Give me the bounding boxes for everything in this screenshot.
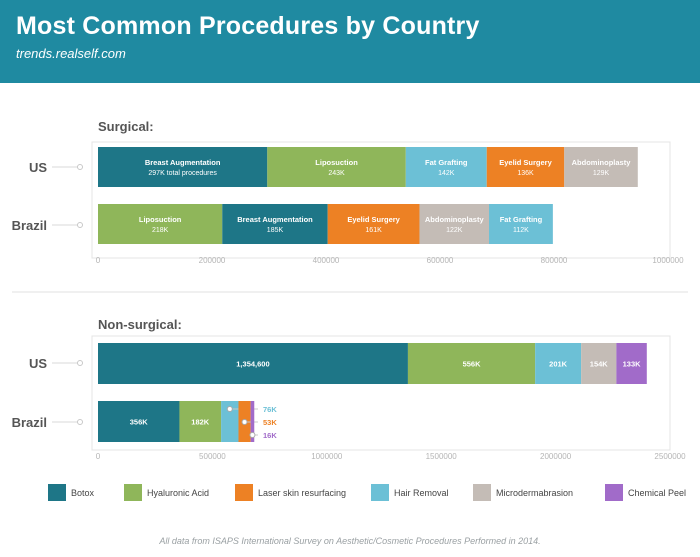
segment-name-label: Breast Augmentation <box>237 215 313 224</box>
data-label: 185K <box>267 227 284 234</box>
bar-segment <box>581 343 617 384</box>
bar-segment <box>327 204 420 244</box>
data-label: 297K total procedures <box>148 170 217 177</box>
bar-segment <box>250 401 255 442</box>
data-label: 218K <box>152 227 169 234</box>
bar-segment <box>267 147 406 187</box>
row-label-brazil: Brazil <box>12 415 47 430</box>
segment-name-label: Eyelid Surgery <box>499 158 552 167</box>
data-label: 142K <box>438 170 455 177</box>
segment-name-label: Fat Grafting <box>500 215 543 224</box>
data-label: 243K <box>328 170 345 177</box>
legend-label: Laser skin resurfacing <box>258 488 346 498</box>
header-banner: Most Common Procedures by Country trends… <box>0 0 700 83</box>
row-connector-dot <box>77 419 83 425</box>
bar-segment <box>98 204 223 244</box>
chart-title-2: Non-surgical: <box>98 317 182 332</box>
chart-panel-1 <box>91 141 671 259</box>
data-label: 356K <box>130 418 149 427</box>
chart-panel-2 <box>91 335 671 451</box>
data-label: 136K <box>517 170 534 177</box>
row-label-us: US <box>29 160 47 175</box>
x-tick-label: 200000 <box>199 256 226 265</box>
segment-name-label: Liposuction <box>315 158 358 167</box>
x-tick-label: 2500000 <box>654 452 686 461</box>
bar-segment <box>535 343 582 384</box>
segment-name-label: Fat Grafting <box>425 158 468 167</box>
bar-segment <box>407 343 536 384</box>
footer-note: All data from ISAPS International Survey… <box>159 536 541 546</box>
legend-swatch <box>605 484 623 501</box>
data-label: 154K <box>590 360 609 369</box>
bar-segment <box>221 401 239 442</box>
data-label: 53K <box>263 418 277 427</box>
source-url: trends.realself.com <box>16 46 126 61</box>
bar-segment <box>98 147 268 187</box>
data-label: 122K <box>446 227 463 234</box>
legend-label: Chemical Peel <box>628 488 686 498</box>
bar-segment <box>98 401 180 442</box>
data-label: 201K <box>549 360 568 369</box>
data-label: 129K <box>593 170 610 177</box>
bar-segment <box>222 204 328 244</box>
data-label: 556K <box>463 360 482 369</box>
bar-segment <box>489 204 553 244</box>
x-tick-label: 0 <box>96 452 101 461</box>
chart-title-1: Surgical: <box>98 119 154 134</box>
segment-name-label: Abdominoplasty <box>425 215 485 224</box>
segment-name-label: Breast Augmentation <box>145 158 221 167</box>
legend-swatch <box>473 484 491 501</box>
bar-segment <box>405 147 487 187</box>
legend-swatch <box>48 484 66 501</box>
x-tick-label: 1000000 <box>311 452 343 461</box>
row-connector-dot <box>77 222 83 228</box>
x-tick-label: 600000 <box>427 256 454 265</box>
legend-swatch <box>235 484 253 501</box>
x-tick-label: 500000 <box>199 452 226 461</box>
bar-segment <box>98 343 408 384</box>
x-tick-label: 1000000 <box>652 256 684 265</box>
data-label: 161K <box>365 227 382 234</box>
data-label: 1,354,600 <box>236 360 269 369</box>
x-tick-label: 400000 <box>313 256 340 265</box>
legend-swatch <box>124 484 142 501</box>
data-label: 16K <box>263 431 277 440</box>
callout-dot <box>241 419 248 425</box>
data-label: 112K <box>513 227 529 234</box>
callout-dot <box>226 406 233 412</box>
x-tick-label: 800000 <box>541 256 568 265</box>
x-tick-label: 0 <box>96 256 101 265</box>
legend-swatch <box>371 484 389 501</box>
bar-segment <box>486 147 565 187</box>
segment-name-label: Liposuction <box>139 215 182 224</box>
legend-label: Botox <box>71 488 95 498</box>
page-title: Most Common Procedures by Country <box>16 12 480 40</box>
callout-dot <box>249 432 256 438</box>
bar-segment <box>616 343 647 384</box>
row-connector-dot <box>77 164 83 170</box>
row-label-us: US <box>29 356 47 371</box>
bar-segment <box>419 204 490 244</box>
data-label: 76K <box>263 405 277 414</box>
row-label-brazil: Brazil <box>12 218 47 233</box>
x-tick-label: 2000000 <box>540 452 572 461</box>
segment-name-label: Eyelid Surgery <box>347 215 400 224</box>
segment-name-label: Abdominoplasty <box>572 158 632 167</box>
legend-label: Microdermabrasion <box>496 488 573 498</box>
row-connector-dot <box>77 360 83 366</box>
bar-segment <box>179 401 222 442</box>
legend-label: Hyaluronic Acid <box>147 488 209 498</box>
data-label: 133K <box>623 360 642 369</box>
data-label: 182K <box>191 418 210 427</box>
bar-segment <box>564 147 638 187</box>
legend-label: Hair Removal <box>394 488 449 498</box>
x-tick-label: 1500000 <box>426 452 458 461</box>
